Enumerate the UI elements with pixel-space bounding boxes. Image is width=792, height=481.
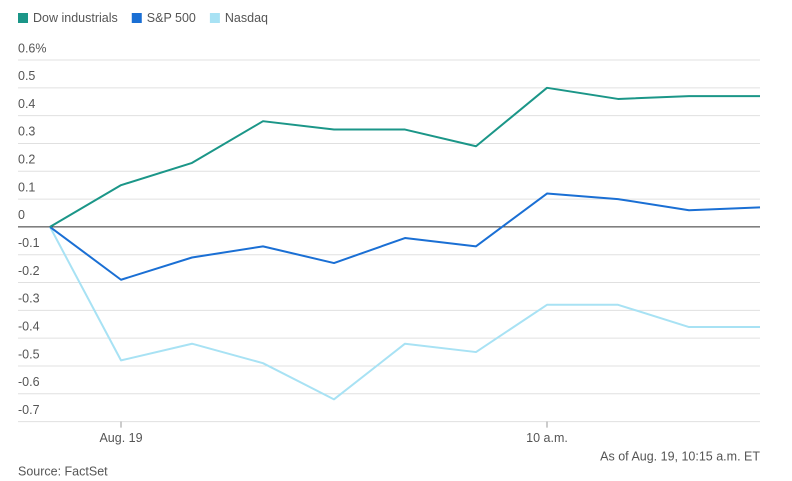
legend-swatch bbox=[131, 13, 142, 23]
legend-label: S&P 500 bbox=[147, 11, 196, 25]
y-tick-label: 0.3 bbox=[18, 125, 35, 139]
y-tick-label: 0.1 bbox=[18, 180, 35, 194]
y-tick-label: 0.4 bbox=[18, 97, 35, 111]
y-tick-label: 0.6% bbox=[18, 41, 47, 55]
y-tick-label: -0.7 bbox=[18, 403, 40, 417]
note: As of Aug. 19, 10:15 a.m. ET bbox=[600, 449, 760, 463]
y-tick-label: -0.5 bbox=[18, 347, 40, 361]
x-tick-label: 10 a.m. bbox=[526, 431, 568, 445]
y-tick-label: -0.4 bbox=[18, 319, 40, 333]
source: Source: FactSet bbox=[18, 464, 108, 478]
y-tick-label: 0.5 bbox=[18, 69, 35, 83]
series-line bbox=[49, 86, 760, 228]
series-line bbox=[49, 226, 760, 401]
x-tick-label: Aug. 19 bbox=[99, 431, 142, 445]
legend-label: Nasdaq bbox=[225, 11, 268, 25]
y-tick-label: -0.2 bbox=[18, 264, 40, 278]
y-tick-label: -0.6 bbox=[18, 375, 40, 389]
y-tick-label: 0.2 bbox=[18, 153, 35, 167]
legend-label: Dow industrials bbox=[33, 11, 118, 25]
y-tick-label: -0.1 bbox=[18, 236, 40, 250]
y-tick-label: 0 bbox=[18, 208, 25, 222]
series-line bbox=[49, 192, 761, 281]
y-tick-label: -0.3 bbox=[18, 292, 40, 306]
legend-swatch bbox=[18, 13, 28, 23]
legend-swatch bbox=[209, 13, 220, 23]
